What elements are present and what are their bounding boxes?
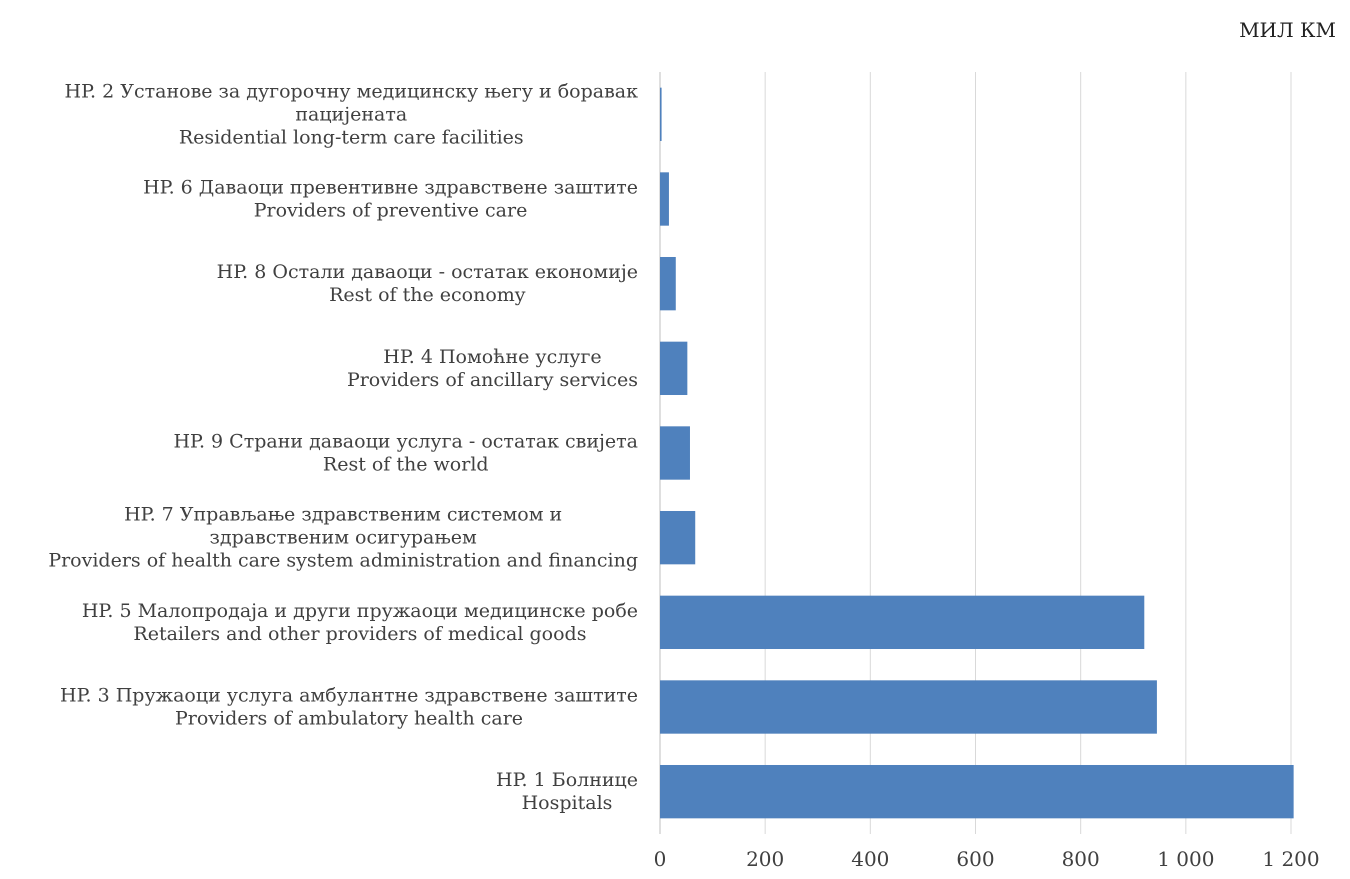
category-label-line: HP. 4 Помоћне услуге [383, 346, 601, 368]
category-label: HP. 8 Остали даваоци - остатак економије… [217, 261, 638, 306]
bar [660, 341, 688, 396]
category-label-line: здравственим осигурањем [210, 527, 477, 549]
category-label-line: Residential long-term care facilities [179, 126, 524, 148]
x-tick-label: 0 [654, 847, 667, 871]
category-label: HP. 2 Установе за дугорочну медицинску њ… [65, 80, 639, 148]
category-label-line: пацијената [295, 103, 407, 125]
bar [660, 680, 1157, 734]
x-tick-label: 1 000 [1157, 847, 1214, 871]
category-label-line: HP. 7 Управљање здравственим системом и [124, 504, 562, 526]
x-tick-label: 600 [956, 847, 994, 871]
category-label-line: Rest of the world [323, 454, 489, 476]
category-label-line: HP. 3 Пружаоци услуга амбулантне здравст… [60, 685, 638, 707]
category-label: HP. 3 Пружаоци услуга амбулантне здравст… [60, 685, 638, 730]
bar [660, 87, 662, 142]
x-axis-ticks: 0 200 400 600 800 1 000 1 200 [654, 847, 1320, 871]
bar [660, 426, 690, 480]
x-tick-label: 800 [1062, 847, 1100, 871]
bar [660, 172, 669, 226]
category-label-line: HP. 5 Малопродаја и други пружаоци медиц… [82, 600, 638, 622]
bar [660, 764, 1294, 819]
category-label-line: Rest of the economy [329, 284, 526, 306]
bar [660, 256, 676, 311]
category-label: HP. 7 Управљање здравственим системом из… [48, 504, 638, 572]
x-tick-label: 1 200 [1262, 847, 1319, 871]
x-tick-label: 400 [851, 847, 889, 871]
category-label-line: HP. 1 Болнице [496, 769, 638, 791]
x-tick-label: 200 [746, 847, 784, 871]
category-labels: HP. 2 Установе за дугорочну медицинску њ… [48, 80, 638, 814]
category-label: HP. 6 Даваоци превентивне здравствене за… [143, 177, 638, 222]
bars [660, 87, 1294, 819]
bar [660, 510, 696, 565]
category-label-line: Providers of ambulatory health care [175, 708, 523, 730]
category-label-line: Providers of health care system administ… [48, 550, 638, 572]
category-label-line: Providers of preventive care [254, 200, 528, 222]
category-label-line: Providers of ancillary services [347, 369, 638, 391]
bar [660, 595, 1145, 650]
category-label-line: HP. 2 Установе за дугорочну медицинску њ… [65, 80, 639, 102]
category-label-line: HP. 9 Страни даваоци услуга - остатак св… [173, 431, 638, 453]
category-label-line: HP. 6 Даваоци превентивне здравствене за… [143, 177, 638, 199]
category-label-line: Retailers and other providers of medical… [133, 623, 586, 645]
category-label-line: HP. 8 Остали даваоци - остатак економије [217, 261, 638, 283]
category-label: HP. 9 Страни даваоци услуга - остатак св… [173, 431, 638, 476]
category-label-line: Hospitals [522, 792, 613, 814]
category-label: HP. 5 Малопродаја и други пружаоци медиц… [82, 600, 638, 645]
unit-label: МИЛ КМ [1239, 18, 1336, 42]
